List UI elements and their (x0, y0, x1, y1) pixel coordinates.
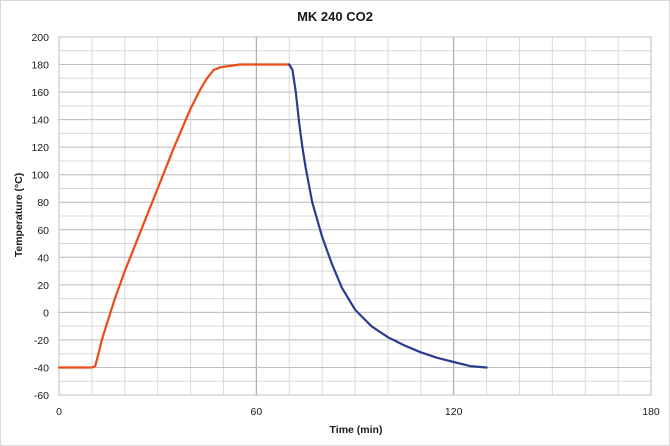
y-tick-label: 40 (37, 252, 49, 264)
y-tick-label: -40 (34, 362, 49, 374)
y-tick-label: 80 (37, 197, 49, 209)
series-line-2 (288, 63, 488, 369)
y-tick-label: -60 (34, 390, 49, 402)
y-tick-label: 120 (31, 142, 49, 154)
x-tick-label: 120 (445, 406, 463, 418)
y-axis-tick-labels: -60 -40 -20 0 20 40 60 80 100 120 140 160 180 200 (31, 32, 49, 402)
y-axis-title: Temperature (°C) (13, 173, 25, 258)
x-axis-title: Time (min) (330, 424, 383, 436)
y-tick-label: 160 (31, 87, 49, 99)
series-layer (57, 63, 488, 369)
y-tick-label: 180 (31, 60, 49, 72)
y-tick-label: 200 (31, 32, 49, 44)
y-tick-label: 20 (37, 280, 49, 292)
chart-title: MK 240 CO2 (297, 9, 373, 24)
x-tick-label: 180 (642, 406, 660, 418)
series-line-1 (57, 63, 291, 369)
y-tick-label: 100 (31, 170, 49, 182)
y-tick-label: -20 (34, 335, 49, 347)
y-tick-label: 0 (43, 307, 49, 319)
x-tick-label: 0 (56, 406, 62, 418)
plot-area (58, 36, 652, 396)
y-tick-label: 140 (31, 115, 49, 127)
y-tick-label: 60 (37, 225, 49, 237)
x-tick-label: 60 (250, 406, 262, 418)
x-axis-tick-labels: 0 60 120 180 (56, 406, 660, 418)
